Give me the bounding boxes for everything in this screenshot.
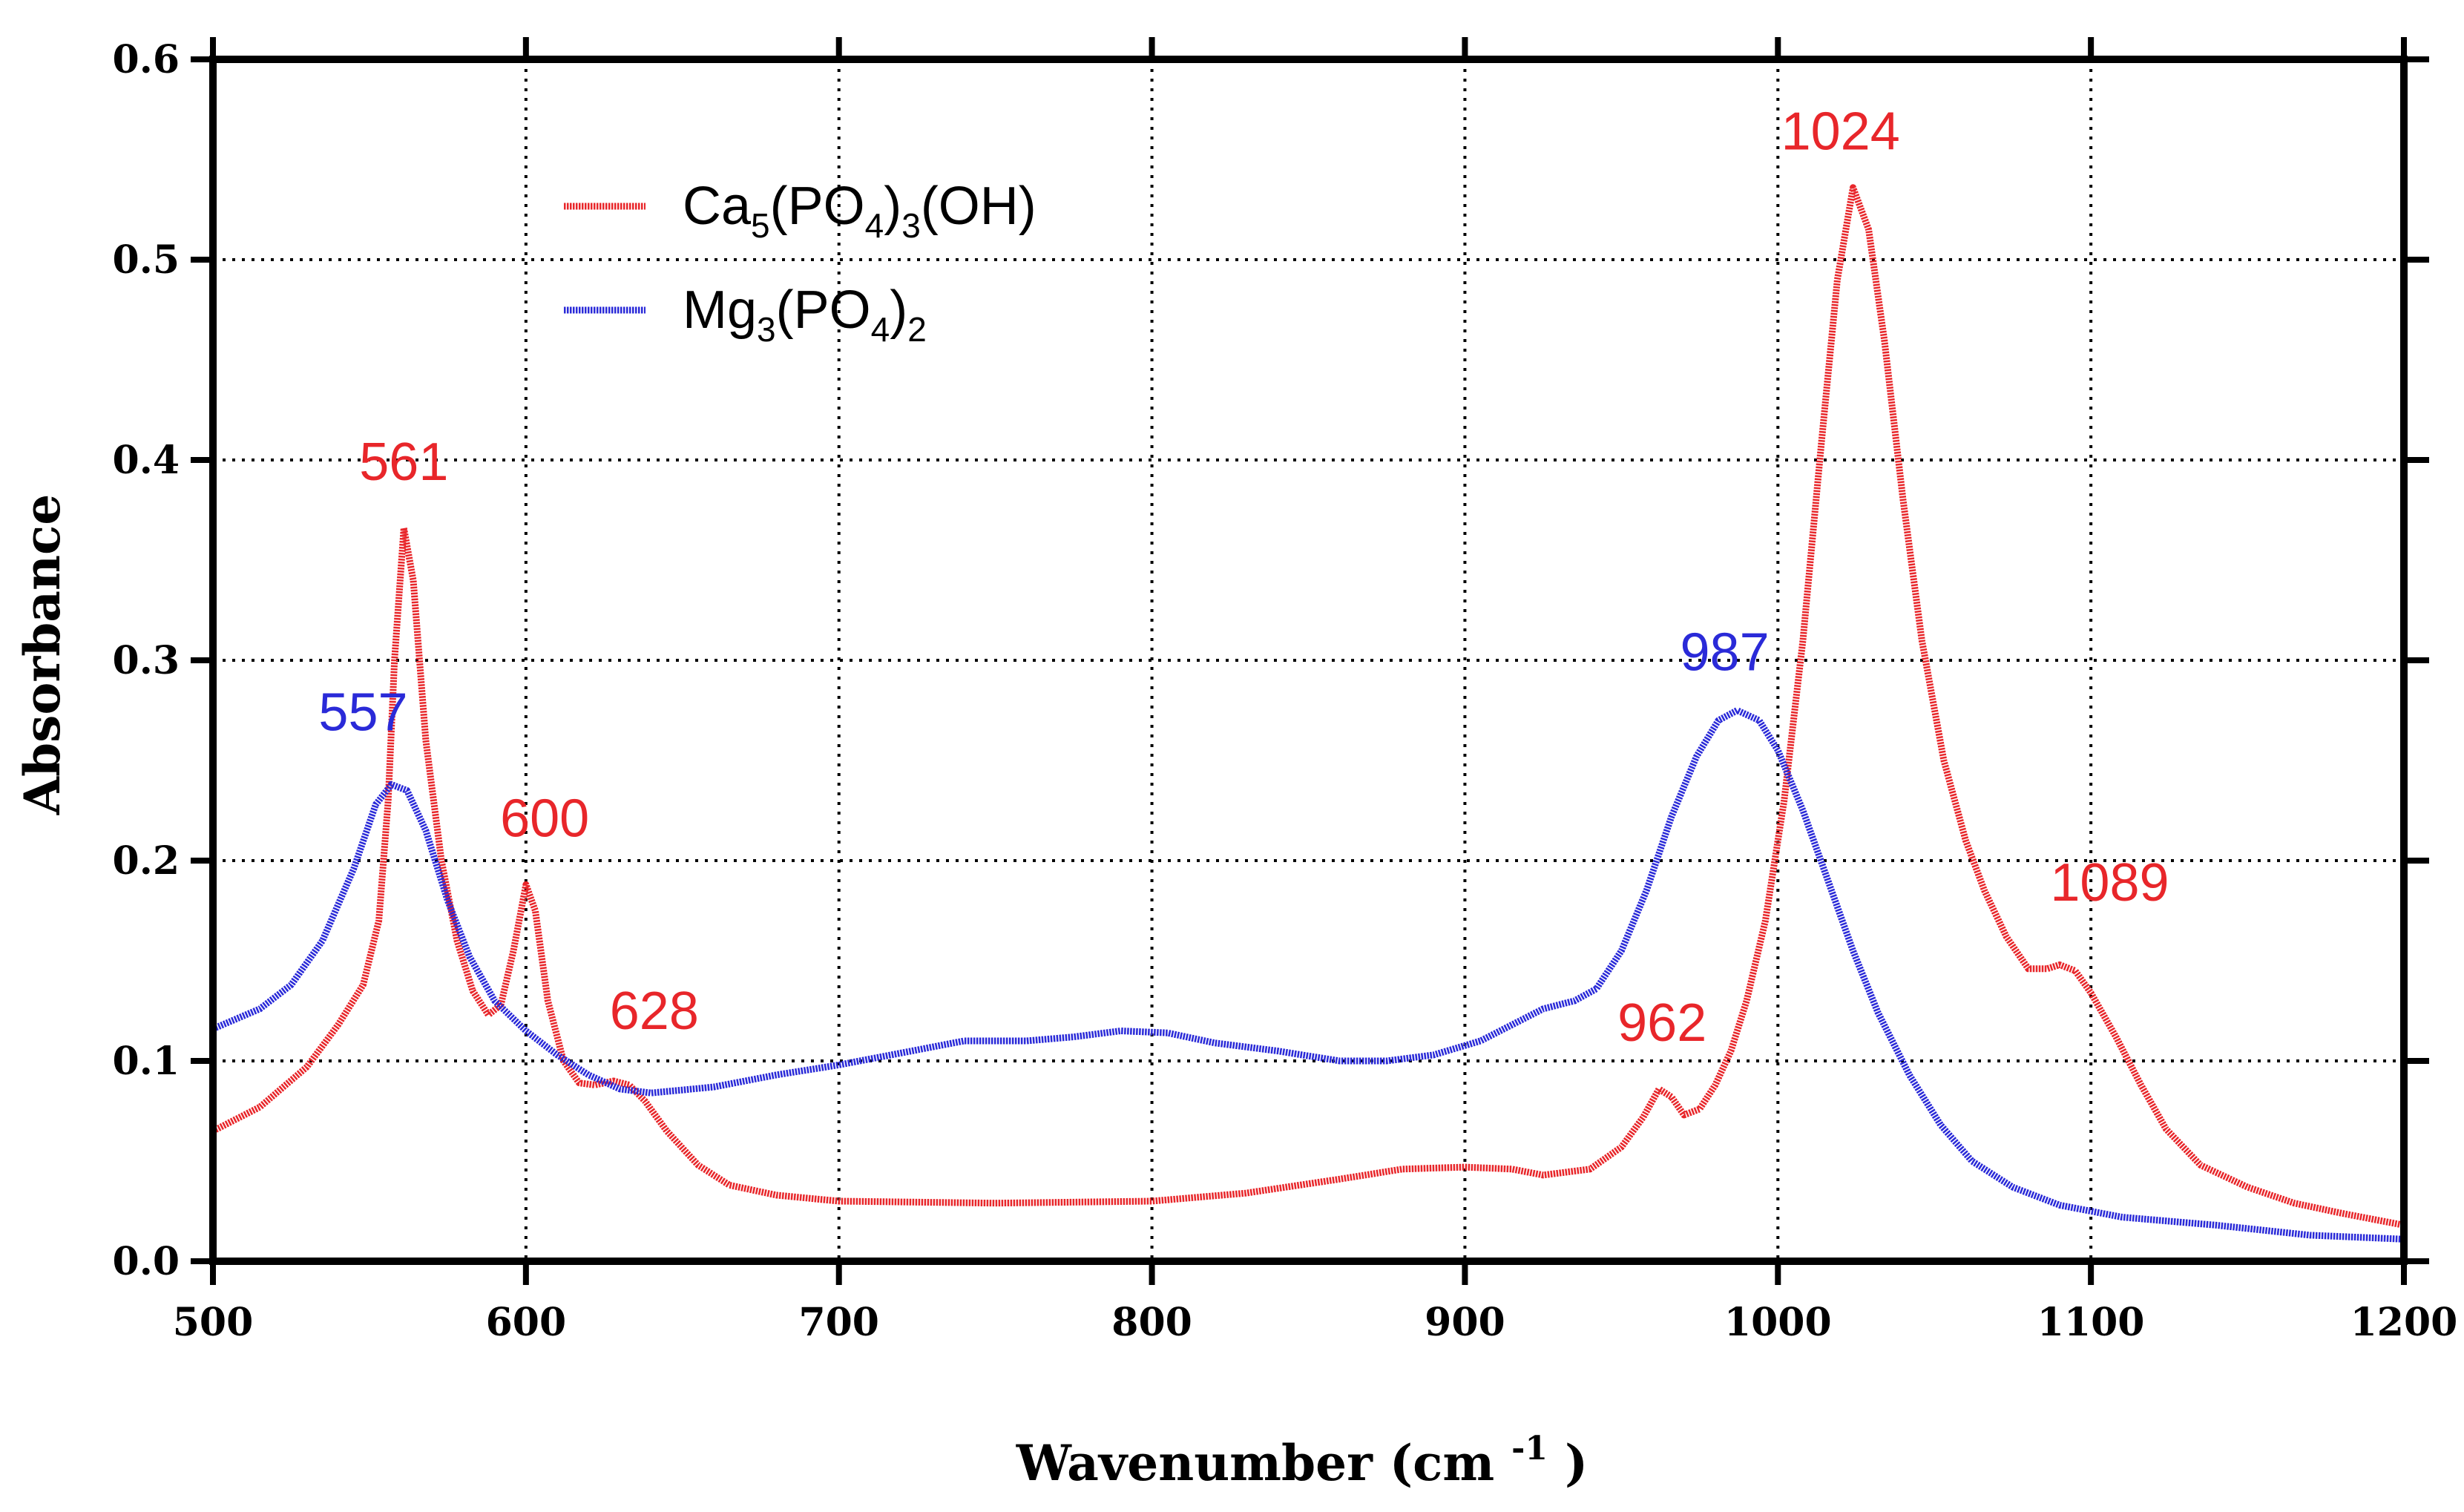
peak-label-628: 628 [610, 982, 699, 1041]
x-tick-label: 800 [1111, 1300, 1192, 1345]
legend-label-1: Mg3(PO4)2 [683, 280, 927, 349]
legend-label-part: (PO [770, 177, 865, 236]
legend-label-part: Mg [683, 280, 757, 340]
x-axis-unit-exponent: -1 [1511, 1430, 1548, 1467]
x-tick-label: 900 [1425, 1300, 1505, 1345]
peak-label-557: 557 [318, 683, 407, 743]
x-axis-title-main: Wavenumber [1016, 1434, 1373, 1492]
peak-label-561: 561 [359, 433, 448, 492]
x-tick-label: 1200 [2350, 1300, 2458, 1345]
peak-label-962: 962 [1617, 993, 1706, 1053]
series-line-1 [211, 707, 2405, 1243]
legend-label-part: (OH) [921, 177, 1036, 236]
legend-label-part: 2 [907, 310, 927, 349]
legend-label-part: Ca [683, 177, 752, 236]
axis-ticks: 500 600 700 800 900 1000 1100 1200 0.0 0.1 0.2 0.3 0… [113, 37, 2458, 1345]
x-axis-unit-base: (cm [1390, 1434, 1494, 1492]
grid [213, 59, 2404, 1261]
legend-label-part: 3 [757, 310, 776, 349]
x-tick-label: 1000 [1724, 1300, 1832, 1345]
y-tick-label: 0.1 [113, 1039, 180, 1084]
x-axis-title: Wavenumber (cm -1 ) [1016, 1413, 1589, 1492]
x-tick-label: 600 [486, 1300, 567, 1345]
y-tick-label: 0.0 [113, 1239, 180, 1284]
legend: Ca5(PO4)3(OH)Mg3(PO4)2 [564, 177, 1036, 349]
series-layer [211, 184, 2405, 1243]
y-tick-label: 0.5 [113, 237, 180, 283]
series-line-0 [211, 184, 2405, 1229]
y-axis-title: Absorbance [13, 494, 71, 815]
y-tick-label: 0.2 [113, 838, 180, 884]
y-tick-label: 0.4 [113, 438, 180, 483]
legend-label-part: (PO [776, 280, 871, 340]
legend-label-part: 5 [751, 206, 770, 245]
x-axis-unit-close: ) [1565, 1434, 1588, 1492]
peak-label-987: 987 [1680, 623, 1769, 683]
legend-label-part: 4 [871, 310, 890, 349]
y-tick-label: 0.6 [113, 37, 180, 82]
legend-label-part: ) [890, 280, 907, 340]
peak-label-1024: 1024 [1781, 102, 1900, 162]
peak-label-1089: 1089 [2050, 853, 2169, 913]
legend-label-part: 3 [901, 206, 921, 245]
x-tick-label: 1100 [2037, 1300, 2145, 1345]
peak-label-600: 600 [500, 789, 589, 849]
legend-label-part: ) [884, 177, 901, 236]
x-tick-label: 700 [798, 1300, 879, 1345]
peak-annotations: 561 557 600 628 987 1024 962 1089 [318, 102, 2169, 1054]
legend-label-part: 4 [865, 206, 884, 245]
y-tick-label: 0.3 [113, 638, 180, 683]
legend-label-0: Ca5(PO4)3(OH) [683, 177, 1036, 245]
x-tick-label: 500 [173, 1300, 254, 1345]
